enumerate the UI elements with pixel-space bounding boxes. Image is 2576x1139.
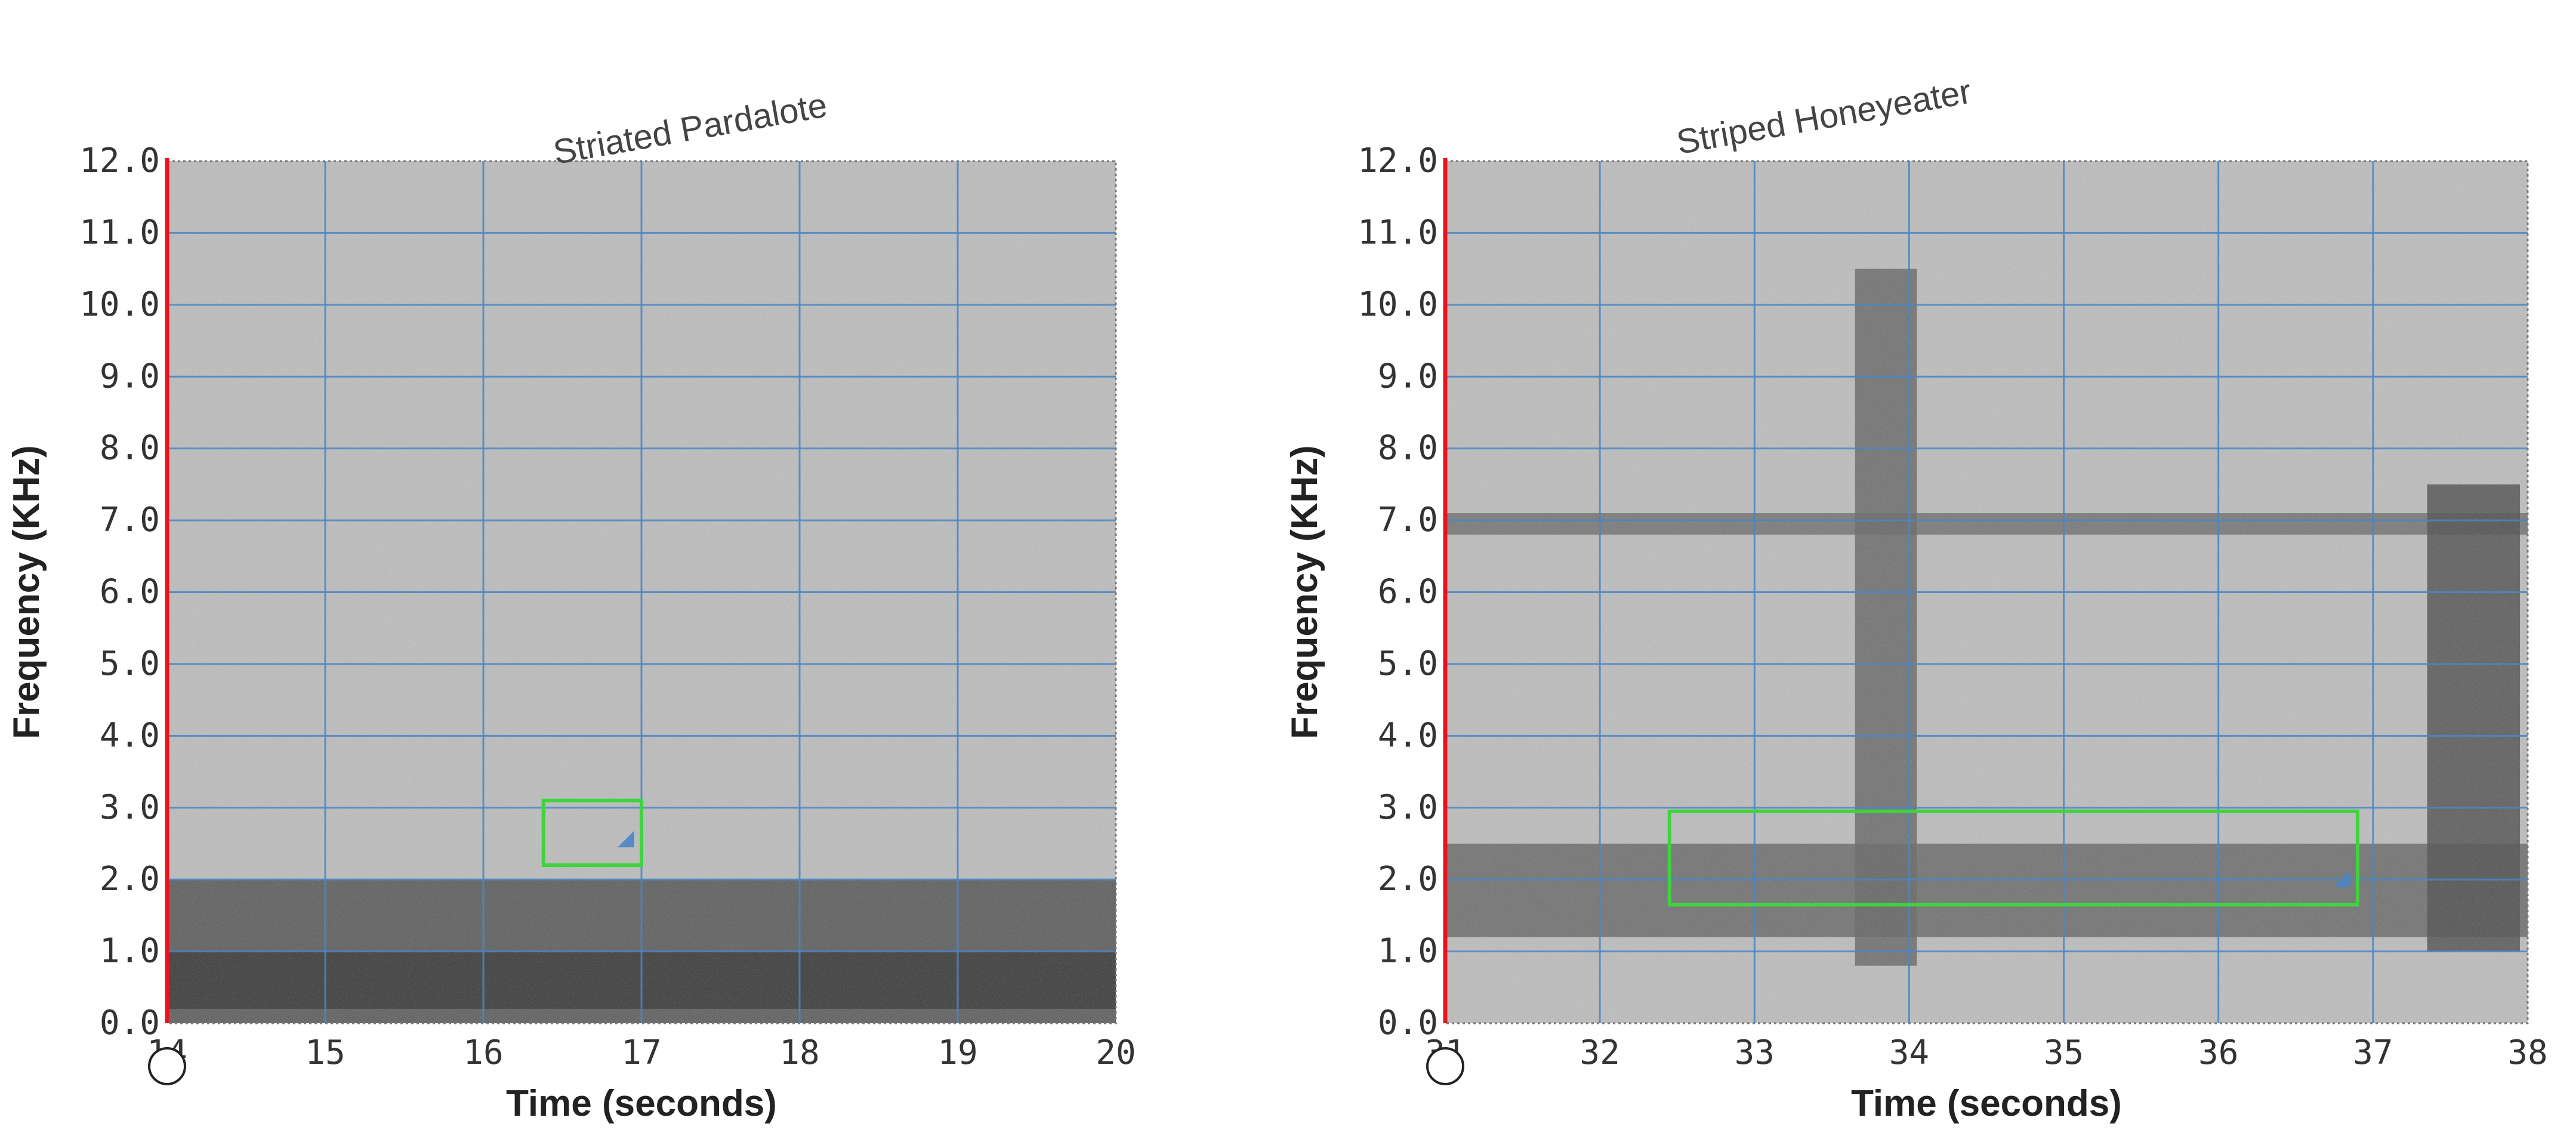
x-tick-label: 34 bbox=[1889, 1033, 1929, 1072]
y-tick-label: 12.0 bbox=[79, 141, 160, 180]
chart-title: Striated Pardalote bbox=[550, 85, 830, 172]
y-tick-label: 0.0 bbox=[100, 1004, 160, 1042]
x-axis-label: Time (seconds) bbox=[1851, 1083, 2122, 1124]
y-tick-label: 6.0 bbox=[100, 573, 160, 612]
y-tick-label: 7.0 bbox=[100, 501, 160, 539]
y-tick-label: 5.0 bbox=[100, 644, 160, 683]
y-tick-label: 9.0 bbox=[100, 357, 160, 396]
playhead-handle[interactable] bbox=[1426, 1047, 1464, 1085]
spectrogram-panel-2: 0.0 1.0 2.0 3.0 4.0 5.0 6.0 7.0 8.0 9.0 10.0 11.0 12… bbox=[1284, 72, 2548, 1124]
x-tick-label: 37 bbox=[2353, 1033, 2393, 1072]
x-tick-label: 17 bbox=[621, 1033, 661, 1072]
y-tick-label: 2.0 bbox=[1378, 860, 1438, 899]
resize-handle-icon[interactable] bbox=[2333, 870, 2350, 887]
y-axis-label: Frequency (KHz) bbox=[1284, 445, 1325, 739]
x-tick-label: 19 bbox=[937, 1033, 977, 1072]
resize-handle-icon[interactable] bbox=[618, 831, 634, 848]
x-tick-label: 33 bbox=[1735, 1033, 1775, 1072]
y-tick-label: 12.0 bbox=[1358, 141, 1438, 180]
y-tick-label: 1.0 bbox=[1378, 932, 1438, 971]
y-tick-label: 8.0 bbox=[100, 429, 160, 468]
y-tick-label: 4.0 bbox=[1378, 716, 1438, 755]
y-tick-label: 3.0 bbox=[1378, 788, 1438, 827]
x-tick-label: 35 bbox=[2044, 1033, 2084, 1072]
y-tick-label: 2.0 bbox=[100, 860, 160, 899]
chart-title: Striped Honeyeater bbox=[1674, 72, 1974, 162]
x-tick-label: 20 bbox=[1096, 1033, 1136, 1072]
annotation-box[interactable] bbox=[1667, 809, 2359, 907]
x-tick-label: 15 bbox=[305, 1033, 345, 1072]
x-tick-label: 36 bbox=[2198, 1033, 2238, 1072]
y-tick-label: 9.0 bbox=[1378, 357, 1438, 396]
y-tick-label: 10.0 bbox=[1358, 285, 1438, 324]
y-tick-label: 11.0 bbox=[1358, 213, 1438, 252]
y-tick-label: 11.0 bbox=[79, 213, 160, 252]
y-tick-label: 10.0 bbox=[79, 285, 160, 324]
spectrogram-panel-1: 0.0 1.0 2.0 3.0 4.0 5.0 6.0 7.0 8.0 9.0 10.0 11.0 12… bbox=[6, 85, 1136, 1124]
y-tick-label: 4.0 bbox=[100, 716, 160, 755]
annotation-box[interactable] bbox=[541, 798, 644, 868]
x-tick-label: 38 bbox=[2507, 1033, 2547, 1072]
y-tick-label: 6.0 bbox=[1378, 573, 1438, 612]
y-tick-label: 7.0 bbox=[1378, 501, 1438, 539]
x-tick-label: 18 bbox=[779, 1033, 819, 1072]
y-tick-label: 3.0 bbox=[100, 788, 160, 827]
x-tick-label: 16 bbox=[463, 1033, 503, 1072]
playhead-handle[interactable] bbox=[148, 1047, 186, 1085]
y-tick-label: 0.0 bbox=[1378, 1004, 1438, 1042]
y-tick-label: 5.0 bbox=[1378, 644, 1438, 683]
y-tick-label: 1.0 bbox=[100, 932, 160, 971]
y-tick-label: 8.0 bbox=[1378, 429, 1438, 468]
y-axis-label: Frequency (KHz) bbox=[6, 445, 47, 739]
x-axis-label: Time (seconds) bbox=[506, 1083, 777, 1124]
x-tick-label: 32 bbox=[1579, 1033, 1619, 1072]
